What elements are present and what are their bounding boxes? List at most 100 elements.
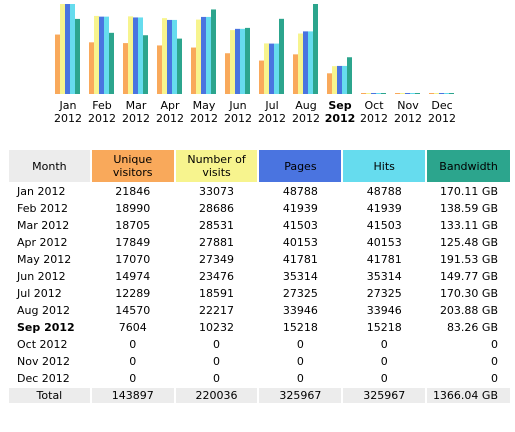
bar-pages-jun bbox=[235, 28, 240, 95]
cell-month: May 2012 bbox=[17, 253, 72, 266]
bar-visits-nov bbox=[400, 93, 405, 94]
table-row: Mar 2012 18705 28531 41503 41503 133.11 GB bbox=[9, 218, 510, 233]
bar-bandwidth-apr bbox=[177, 38, 182, 94]
table-header-row: Month Unique visitors Number of visits Page… bbox=[9, 150, 510, 182]
cell-pages: 40153 bbox=[282, 236, 318, 249]
bar-unique-dec bbox=[429, 93, 434, 94]
bar-pages-sep bbox=[337, 65, 342, 94]
bar-unique-jun bbox=[225, 53, 230, 94]
x-tick-month: Jan bbox=[59, 99, 77, 112]
cell-hits: 41939 bbox=[366, 202, 402, 215]
bar-bandwidth-oct bbox=[381, 93, 386, 94]
bar-pages-may bbox=[201, 16, 206, 94]
cell-unique: 7604 bbox=[118, 321, 147, 334]
x-tick-label: Feb 2012 bbox=[85, 99, 119, 125]
x-tick-label: Aug 2012 bbox=[289, 99, 323, 125]
cell-visits: 33073 bbox=[199, 185, 235, 198]
header-bandwidth: Bandwidth bbox=[427, 150, 510, 182]
bar-bandwidth-dec bbox=[449, 93, 454, 94]
header-unique: Unique visitors bbox=[91, 150, 174, 182]
x-tick-year: 2012 bbox=[54, 112, 82, 125]
bar-hits-nov bbox=[410, 93, 415, 94]
cell-unique: 0 bbox=[129, 338, 137, 351]
cell-hits: 27325 bbox=[366, 287, 402, 300]
x-tick-year: 2012 bbox=[428, 112, 456, 125]
table-row: Jul 2012 12289 18591 27325 27325 170.30 GB bbox=[9, 286, 510, 301]
cell-bandwidth: 138.59 GB bbox=[439, 202, 498, 215]
bar-unique-sep bbox=[327, 73, 332, 94]
x-tick-year: 2012 bbox=[394, 112, 422, 125]
x-tick-month: Jul bbox=[265, 99, 279, 112]
cell-hits: 0 bbox=[380, 355, 388, 368]
cell-visits: 27349 bbox=[199, 253, 235, 266]
x-tick-month: Mar bbox=[125, 99, 147, 112]
bar-hits-aug bbox=[308, 31, 313, 95]
cell-month: Feb 2012 bbox=[17, 202, 68, 215]
cell-pages: 41939 bbox=[282, 202, 318, 215]
cell-unique: 14570 bbox=[115, 304, 151, 317]
bar-bandwidth-jul bbox=[279, 18, 284, 94]
cell-pages: 48788 bbox=[282, 185, 318, 198]
bar-bandwidth-jun bbox=[245, 27, 250, 95]
bar-hits-jul bbox=[274, 43, 279, 94]
bar-visits-jul bbox=[264, 43, 269, 94]
bar-visits-sep bbox=[332, 66, 337, 94]
table-row: Nov 2012 0 0 0 0 0 bbox=[9, 354, 510, 369]
cell-bandwidth: 170.30 GB bbox=[439, 287, 498, 300]
x-tick-year: 2012 bbox=[88, 112, 116, 125]
cell-month: Jan 2012 bbox=[17, 185, 66, 198]
cell-pages: 35314 bbox=[282, 270, 318, 283]
bar-visits-feb bbox=[94, 15, 99, 94]
x-tick-month: Aug bbox=[295, 99, 317, 112]
bar-unique-mar bbox=[123, 43, 128, 94]
table-row: May 2012 17070 27349 41781 41781 191.53 GB bbox=[9, 252, 510, 267]
x-tick-month: Sep bbox=[328, 99, 352, 112]
cell-bandwidth: 0 bbox=[491, 338, 498, 351]
bar-hits-feb bbox=[104, 16, 109, 94]
cell-unique: 21846 bbox=[115, 185, 151, 198]
table-row: Oct 2012 0 0 0 0 0 bbox=[9, 337, 510, 352]
bar-visits-dec bbox=[434, 93, 439, 94]
cell-bandwidth: 125.48 GB bbox=[439, 236, 498, 249]
cell-pages: 27325 bbox=[282, 287, 318, 300]
x-tick-month: Feb bbox=[92, 99, 112, 112]
cell-month: Sep 2012 bbox=[17, 321, 75, 334]
cell-visits: 220036 bbox=[175, 388, 258, 403]
x-tick-month: May bbox=[192, 99, 216, 112]
bar-bandwidth-sep bbox=[347, 57, 352, 94]
x-tick-month: Nov bbox=[397, 99, 419, 112]
cell-visits: 0 bbox=[213, 372, 221, 385]
bar-unique-apr bbox=[157, 45, 162, 94]
cell-hits: 48788 bbox=[366, 185, 402, 198]
bar-unique-may bbox=[191, 47, 196, 94]
x-tick-month: Dec bbox=[431, 99, 453, 112]
bar-pages-nov bbox=[405, 93, 410, 94]
table-row: Aug 2012 14570 22217 33946 33946 203.88 GB bbox=[9, 303, 510, 318]
bar-hits-oct bbox=[376, 93, 381, 94]
cell-visits: 10232 bbox=[199, 321, 235, 334]
bar-hits-may bbox=[206, 16, 211, 94]
cell-bandwidth: 133.11 GB bbox=[439, 219, 498, 232]
cell-unique: 17849 bbox=[115, 236, 151, 249]
bar-pages-oct bbox=[371, 93, 376, 94]
cell-visits: 22217 bbox=[199, 304, 235, 317]
header-month: Month bbox=[9, 150, 90, 182]
x-tick-label: Jul 2012 bbox=[255, 99, 289, 125]
monthly-stats-table: Month Unique visitors Number of visits Page… bbox=[7, 148, 512, 405]
bar-bandwidth-mar bbox=[143, 35, 148, 94]
x-tick-label: Apr 2012 bbox=[153, 99, 187, 125]
bar-unique-feb bbox=[89, 42, 94, 94]
cell-month: Aug 2012 bbox=[17, 304, 70, 317]
bar-pages-aug bbox=[303, 31, 308, 95]
bar-unique-jan bbox=[55, 34, 60, 94]
cell-unique: 12289 bbox=[115, 287, 151, 300]
table-row: Feb 2012 18990 28686 41939 41939 138.59 GB bbox=[9, 201, 510, 216]
table-row: Apr 2012 17849 27881 40153 40153 125.48 GB bbox=[9, 235, 510, 250]
header-visits: Number of visits bbox=[175, 150, 258, 182]
cell-visits: 0 bbox=[213, 355, 221, 368]
bar-hits-jan bbox=[70, 4, 75, 94]
bar-bandwidth-nov bbox=[415, 93, 420, 94]
cell-unique: 0 bbox=[129, 372, 137, 385]
cell-unique: 17070 bbox=[115, 253, 151, 266]
cell-visits: 28531 bbox=[199, 219, 235, 232]
